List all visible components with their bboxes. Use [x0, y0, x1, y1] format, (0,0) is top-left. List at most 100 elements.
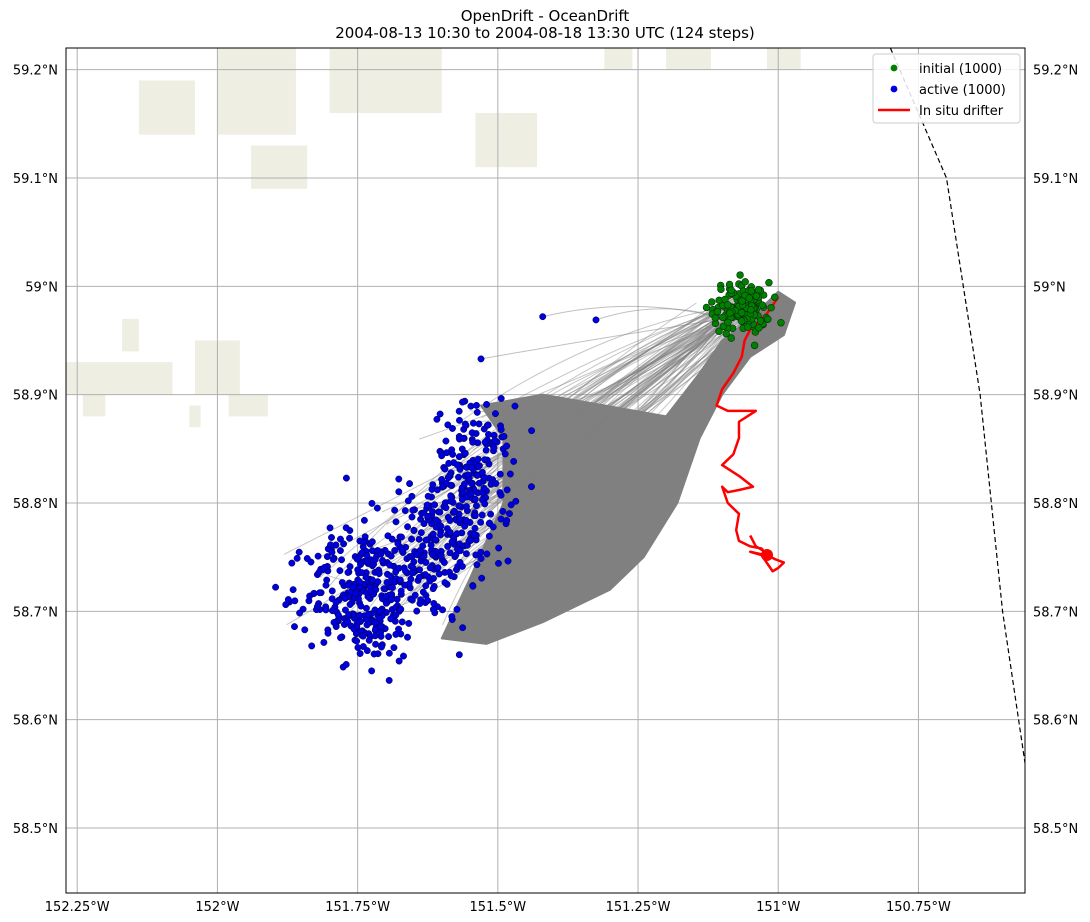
active-particle — [400, 652, 407, 660]
particle-trajectory — [396, 308, 741, 611]
particle-trajectory — [480, 318, 726, 360]
active-particle — [528, 427, 536, 435]
active-particle — [417, 529, 425, 537]
particle-trajectory — [456, 322, 729, 476]
land-patch — [604, 48, 633, 70]
active-particle — [420, 509, 428, 517]
active-particle — [415, 573, 423, 581]
active-particle — [328, 587, 336, 595]
active-particle — [363, 551, 371, 559]
particle-trajectory — [498, 326, 751, 516]
active-particle — [356, 578, 364, 586]
active-particle — [449, 450, 457, 458]
active-particle — [439, 606, 446, 614]
tick-labels: 152.25°W 152°W 151.75°W 151.5°W 151.25°W 151°… — [13, 64, 1078, 915]
active-particle — [478, 468, 486, 476]
active-particle — [322, 606, 330, 614]
active-particle — [402, 567, 409, 575]
active-particle — [504, 557, 512, 565]
initial-particle — [777, 319, 785, 327]
active-particle — [390, 644, 398, 652]
active-particle — [477, 355, 485, 363]
initial-particle — [738, 297, 746, 305]
initial-particle — [745, 294, 753, 302]
active-particle — [305, 597, 313, 605]
active-particle — [467, 537, 475, 544]
legend-label: active (1000) — [919, 83, 1006, 98]
active-particle — [324, 629, 332, 637]
active-particle — [296, 609, 304, 617]
active-particle — [359, 632, 367, 640]
active-particle — [429, 551, 437, 559]
active-particle — [446, 517, 454, 524]
land-patch — [122, 318, 139, 352]
active-particle — [440, 559, 448, 566]
active-particle — [328, 548, 336, 556]
active-particle — [510, 457, 518, 465]
active-particle — [327, 541, 334, 549]
active-particle — [480, 484, 488, 492]
active-particle — [354, 644, 362, 652]
active-particle — [441, 579, 449, 587]
land-patch — [666, 48, 711, 70]
particle-trajectory — [453, 309, 740, 570]
active-particle — [464, 471, 472, 479]
particle-trajectory — [438, 305, 725, 520]
active-particle — [375, 614, 383, 622]
active-particle — [383, 578, 391, 586]
active-particle — [592, 316, 600, 324]
active-particle — [295, 548, 303, 556]
particle-trajectory — [381, 319, 742, 513]
legend-label: In situ drifter — [919, 104, 1004, 119]
initial-particle — [754, 285, 763, 294]
active-particle — [272, 583, 280, 591]
active-particle — [455, 407, 463, 415]
legend-label: initial (1000) — [919, 62, 1002, 77]
active-particle — [462, 550, 470, 558]
active-particle — [284, 596, 292, 603]
active-particle — [349, 583, 357, 591]
active-particle — [389, 584, 396, 592]
active-particle — [338, 579, 346, 586]
land-patch — [217, 48, 296, 135]
active-particle — [473, 401, 480, 409]
active-particle — [477, 518, 485, 526]
active-particle — [371, 619, 379, 627]
land-patch — [329, 48, 442, 113]
y-tick-label-right: 59.2°N — [1033, 64, 1078, 79]
land-patch — [66, 362, 173, 395]
active-particle — [353, 637, 361, 645]
active-particle — [346, 601, 354, 608]
particle-trajectory — [347, 306, 738, 627]
active-particle — [336, 567, 344, 575]
active-particle — [379, 557, 386, 564]
active-particle — [469, 582, 477, 590]
active-particle — [472, 551, 480, 559]
active-particle — [456, 547, 464, 555]
active-particle — [467, 490, 475, 498]
particle-trajectory — [474, 299, 749, 481]
active-particle — [460, 435, 468, 442]
active-particle — [444, 421, 452, 429]
active-particle — [452, 551, 460, 559]
active-particle — [490, 444, 498, 452]
active-particle — [503, 486, 511, 494]
y-tick-label-left: 58.8°N — [13, 497, 58, 512]
active-particle — [387, 572, 395, 580]
active-particle — [291, 597, 299, 605]
initial-particle — [727, 286, 735, 294]
active-particle — [316, 589, 324, 597]
initial-particle — [727, 334, 735, 342]
x-tick-label: 152.25°W — [45, 900, 110, 915]
active-particle — [346, 534, 354, 542]
active-particle — [446, 529, 454, 536]
active-particle — [332, 598, 340, 606]
active-particle — [427, 541, 435, 549]
initial-particle — [711, 314, 719, 322]
active-particle — [360, 539, 368, 547]
land-patch — [228, 394, 268, 417]
active-particle — [337, 535, 344, 543]
active-particle — [455, 502, 463, 510]
land-patch — [251, 145, 308, 189]
active-particle — [330, 618, 338, 626]
